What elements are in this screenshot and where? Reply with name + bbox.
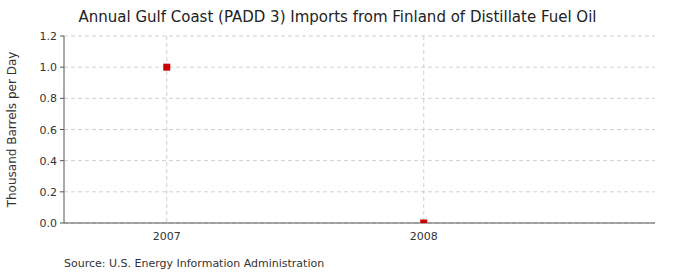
x-grid-line: [423, 36, 424, 223]
x-axis-line: [64, 223, 655, 224]
y-axis-label: Thousand Barrels per Day: [5, 52, 19, 209]
chart: Annual Gulf Coast (PADD 3) Imports from …: [0, 0, 675, 275]
y-grid-line: [64, 160, 655, 161]
x-tick-label: 2007: [153, 230, 181, 243]
x-tick-label: 2008: [410, 230, 438, 243]
y-tick: [60, 191, 64, 192]
y-grid-line: [64, 67, 655, 68]
y-tick: [60, 67, 64, 68]
grid: [64, 36, 655, 223]
annotation: Source: U.S. Energy Information Administ…: [64, 257, 324, 270]
y-tick: [60, 98, 64, 99]
y-grid-line: [64, 98, 655, 99]
y-tick-label: 1.0: [40, 61, 58, 74]
y-tick-label: 0.4: [40, 155, 58, 168]
y-grid-line: [64, 129, 655, 130]
y-grid-line: [64, 191, 655, 192]
title: Annual Gulf Coast (PADD 3) Imports from …: [78, 8, 596, 26]
y-grid-line: [64, 36, 655, 37]
y-axis-line: [64, 36, 65, 223]
y-tick-label: 0.6: [40, 124, 58, 137]
y-tick: [60, 36, 64, 37]
point: [420, 220, 427, 224]
chart-container: Annual Gulf Coast (PADD 3) Imports from …: [0, 0, 675, 275]
y-tick: [60, 223, 64, 224]
axes: 0.0 0.2 0.4 0.6 0.8 1.0 1.2 2007 2008: [40, 30, 656, 243]
points: [163, 64, 427, 223]
y-tick-label: 0.0: [40, 217, 58, 230]
y-grid-line: [64, 223, 655, 224]
y-tick-label: 1.2: [40, 30, 58, 43]
y-tick: [60, 160, 64, 161]
y-tick-label: 0.2: [40, 186, 58, 199]
y-tick-label: 0.8: [40, 92, 58, 105]
point: [163, 64, 170, 71]
y-tick: [60, 129, 64, 130]
